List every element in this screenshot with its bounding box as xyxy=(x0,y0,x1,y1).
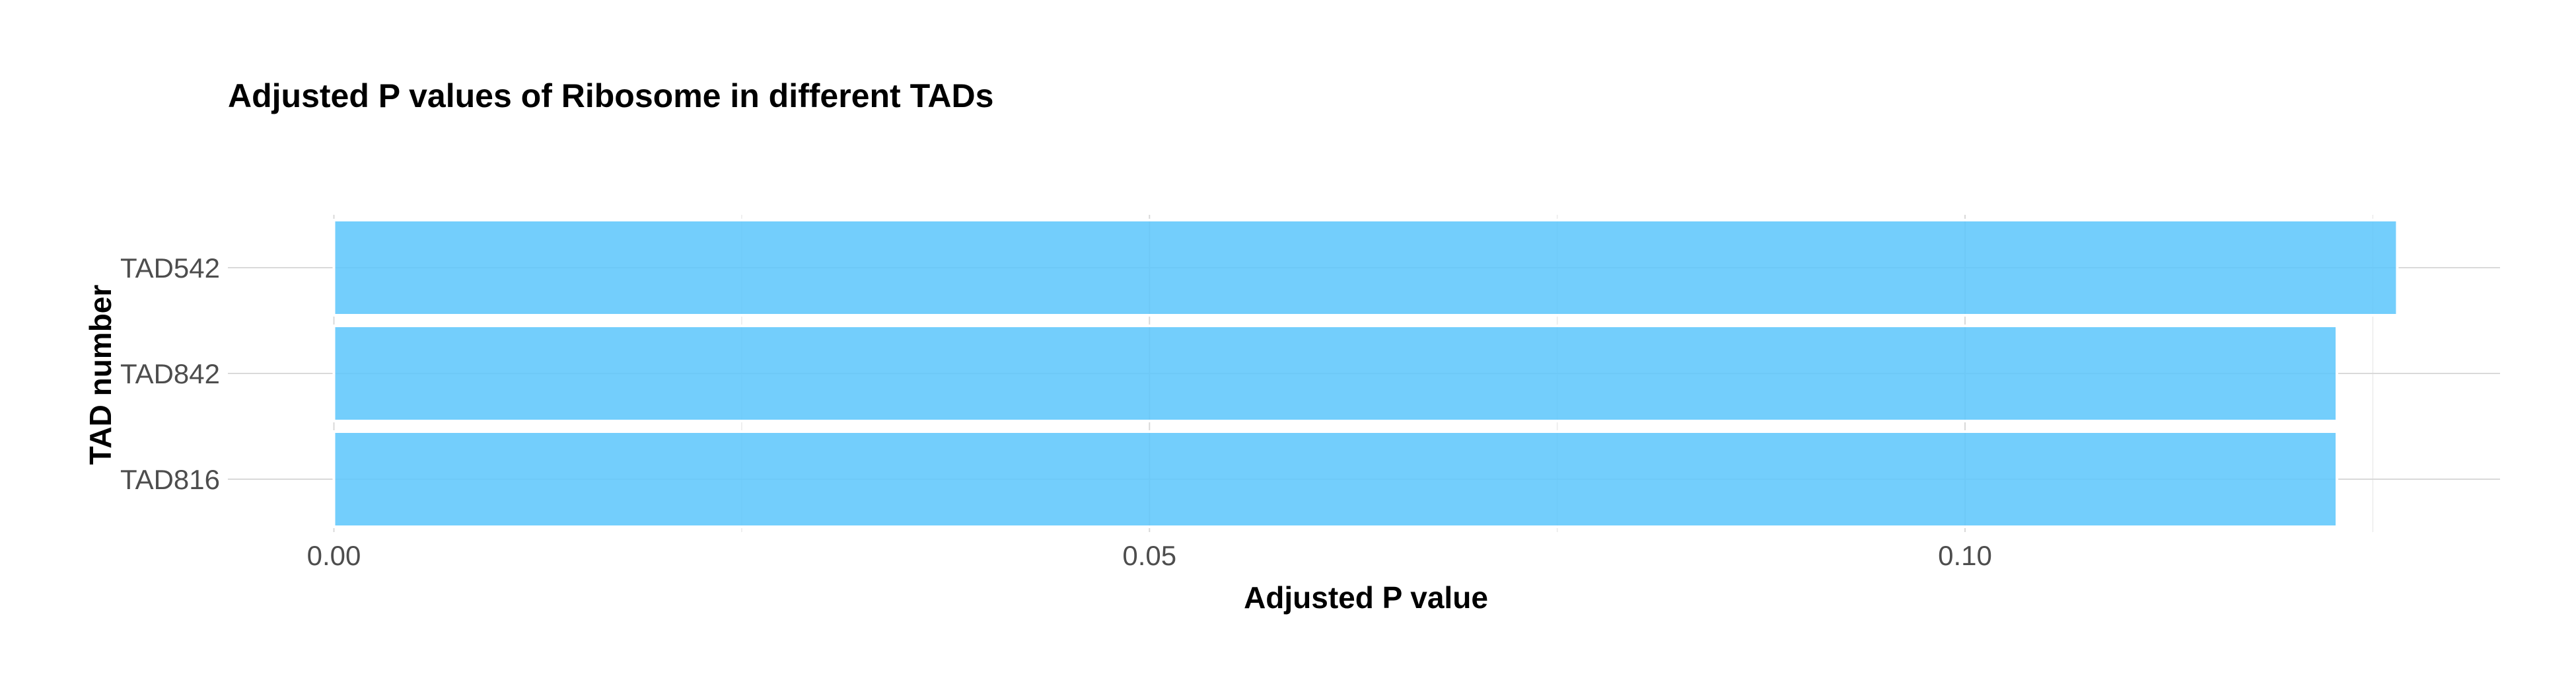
y-tick-labels: TAD542 TAD842 TAD816 xyxy=(120,252,220,495)
x-tick-label: 0.05 xyxy=(1122,540,1176,571)
x-tick-label: 0.00 xyxy=(307,540,361,571)
y-tick-label: TAD542 xyxy=(120,252,220,284)
y-tick-label: TAD842 xyxy=(120,358,220,389)
x-tick-label: 0.10 xyxy=(1938,540,1992,571)
x-tick-labels: 0.00 0.05 0.10 xyxy=(307,540,1992,571)
bar-tad842 xyxy=(332,325,2339,422)
y-tick-label: TAD816 xyxy=(120,464,220,495)
bar-tad816 xyxy=(332,430,2339,528)
x-axis-title: Adjusted P value xyxy=(1244,580,1488,615)
bars xyxy=(332,219,2399,528)
bar-tad542 xyxy=(332,219,2399,317)
y-axis-title: TAD number xyxy=(83,285,118,465)
chart-title: Adjusted P values of Ribosome in differe… xyxy=(228,77,993,114)
